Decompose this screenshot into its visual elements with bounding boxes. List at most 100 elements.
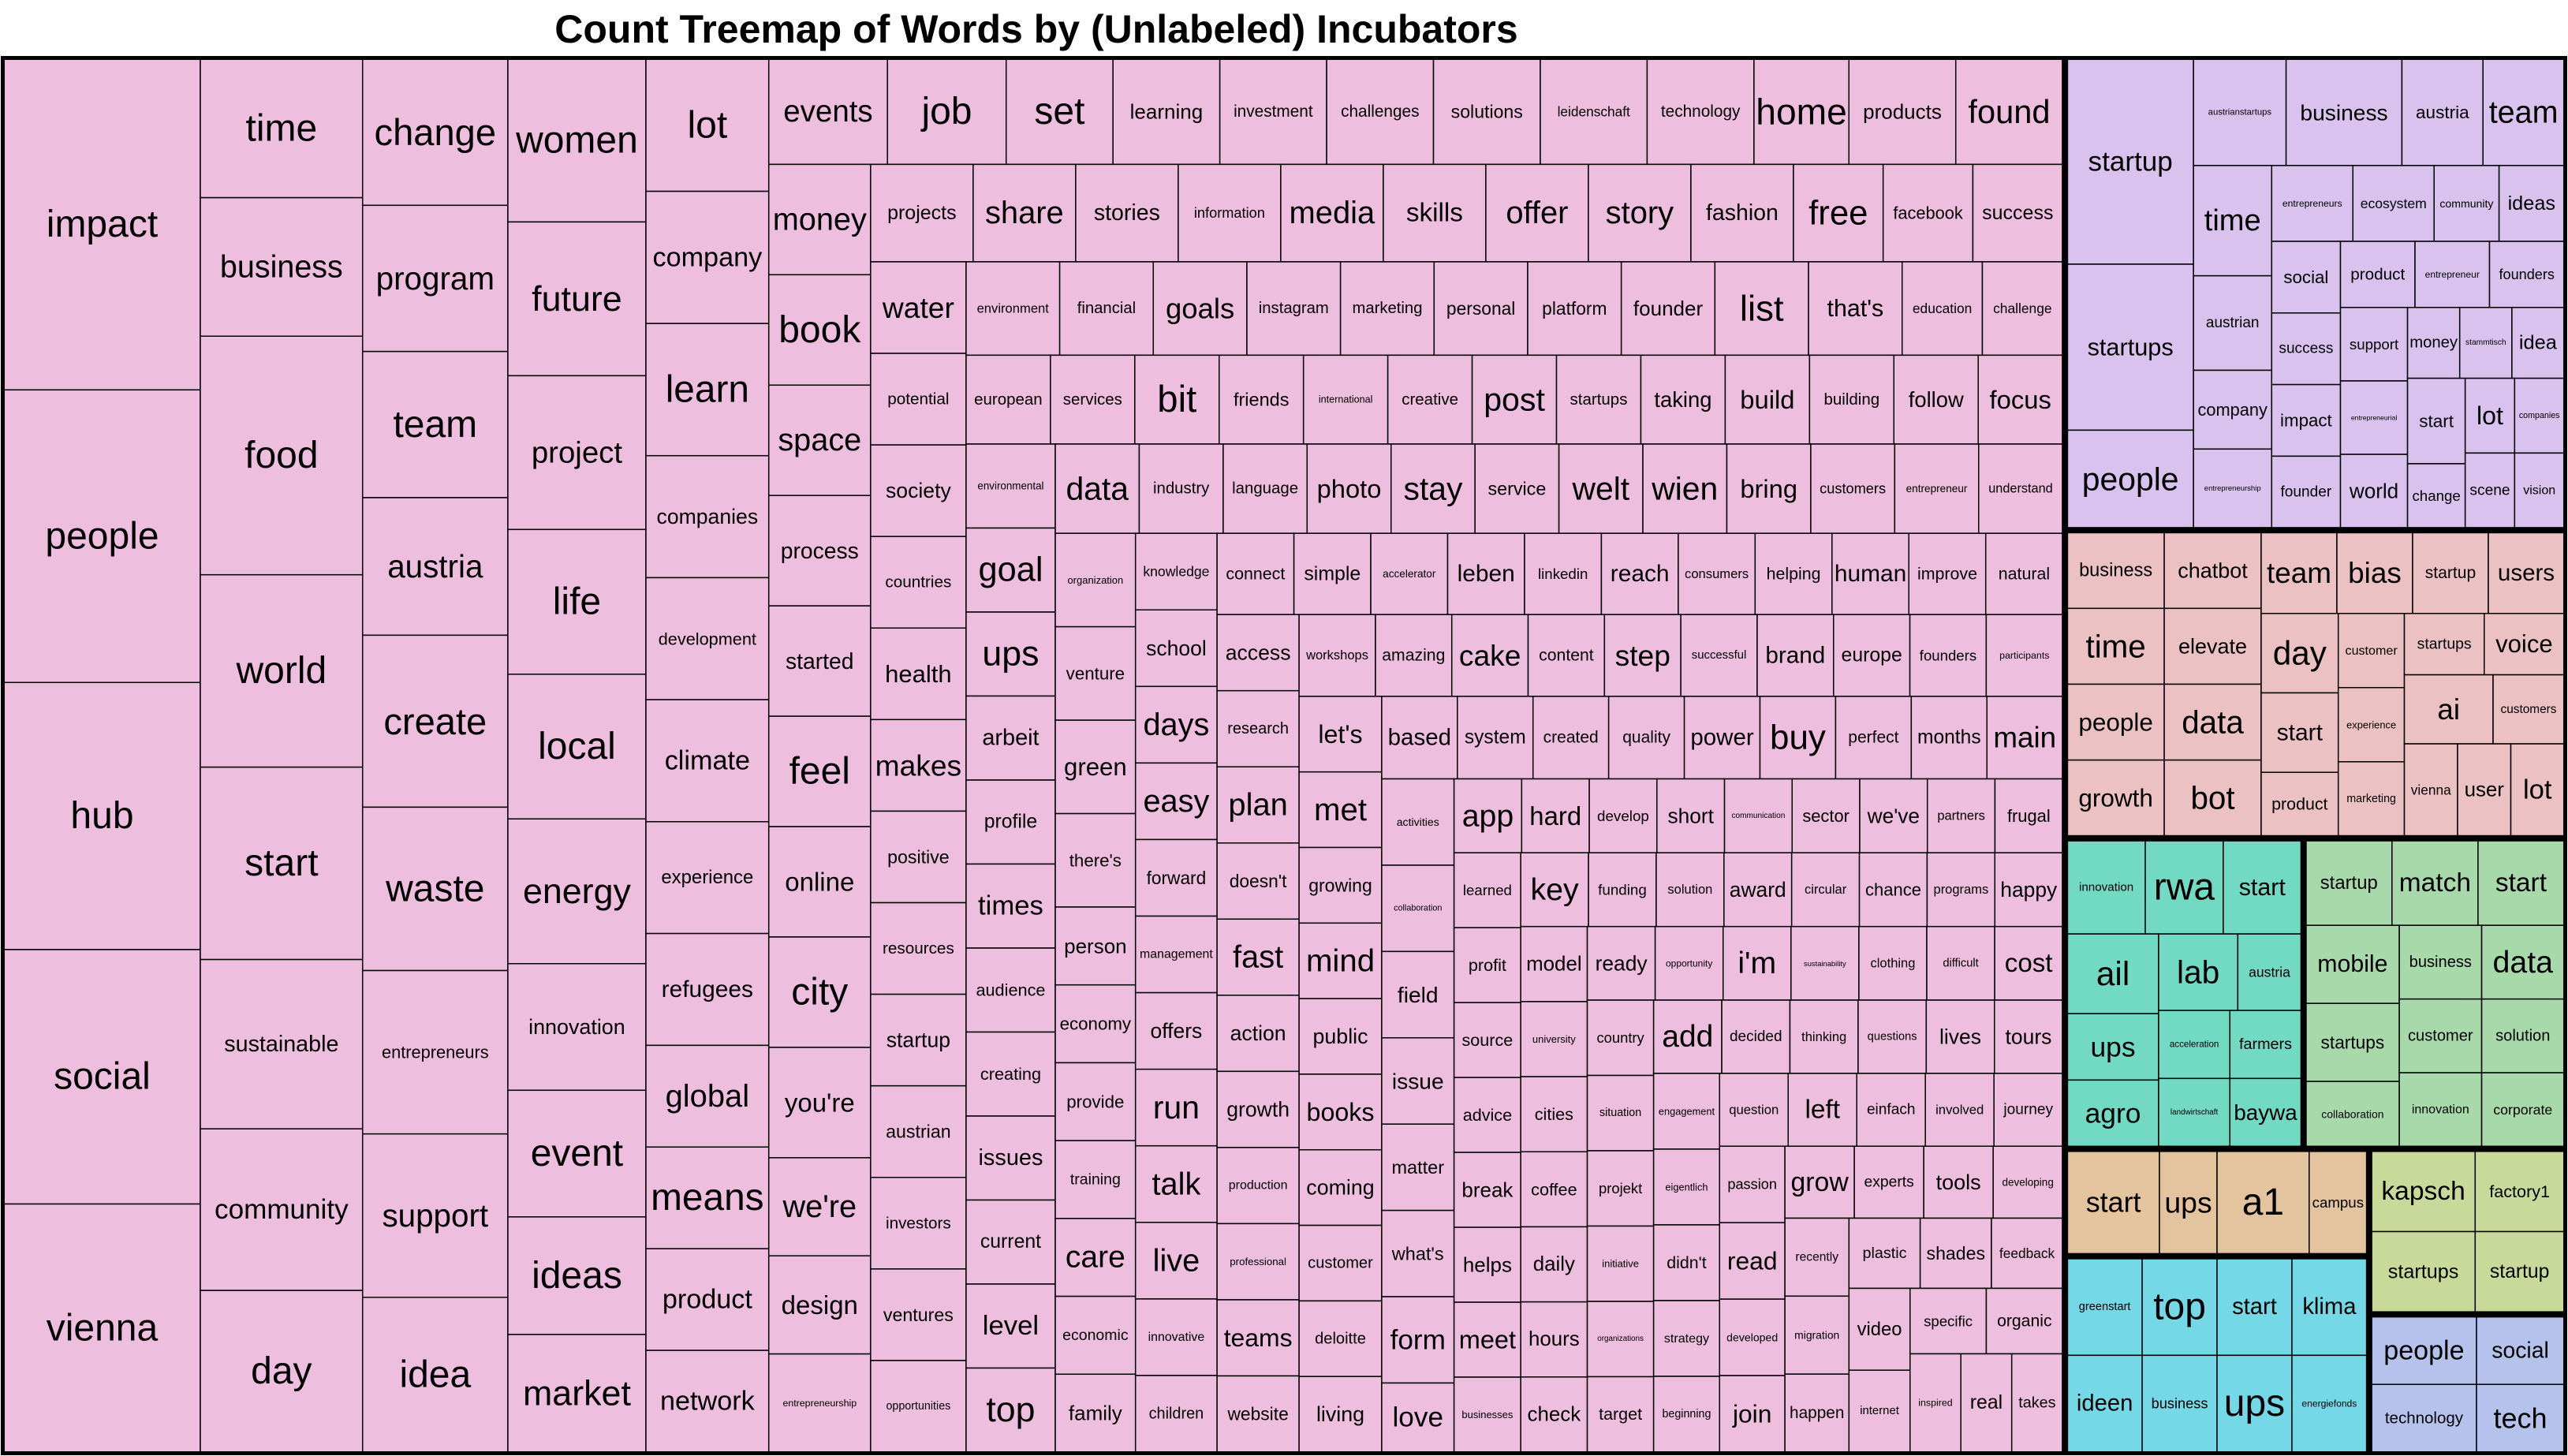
tile-label: plastic (1862, 1245, 1906, 1262)
tile-label: check (1528, 1403, 1581, 1425)
treemap-tile (1520, 852, 1589, 928)
treemap-tile (1298, 614, 1376, 697)
tile-label: beginning (1662, 1408, 1711, 1421)
treemap-tile (2158, 1010, 2231, 1080)
tile-label: leben (1458, 561, 1515, 587)
treemap-tile (767, 384, 872, 496)
tile-label: startups (2088, 334, 2174, 361)
treemap-tile (1848, 1287, 1911, 1371)
tile-label: bias (2348, 557, 2402, 589)
treemap-tile (1054, 532, 1137, 628)
tile-label: understand (1988, 482, 2052, 496)
treemap-tile (2229, 1077, 2302, 1148)
treemap-tile (1640, 354, 1726, 445)
treemap-tile (1054, 1218, 1137, 1297)
treemap-tile (1450, 614, 1529, 697)
tile-label: campus (2312, 1194, 2364, 1211)
tile-label: focus (1990, 385, 2051, 414)
tile-label: access (1226, 640, 1291, 664)
tile-label: circular (1805, 883, 1847, 897)
tile-label: product (663, 1285, 753, 1315)
treemap-tile (1994, 852, 2063, 928)
tile-label: business (2152, 1396, 2208, 1412)
tile-label: collaboration (1394, 904, 1442, 913)
tile-label: living (1316, 1402, 1364, 1426)
treemap-tile (2066, 1354, 2143, 1453)
tile-label: landwirtschaft (2170, 1108, 2219, 1117)
treemap-tile (361, 969, 509, 1135)
tile-label: money (773, 202, 867, 237)
tile-label: join (1732, 1400, 1772, 1428)
tile-label: brand (1765, 643, 1825, 669)
tile-label: means (651, 1177, 763, 1219)
treemap-tile (1054, 625, 1137, 721)
tile-label: start (2232, 1294, 2277, 1320)
tile-label: company (652, 242, 763, 272)
treemap-tile (965, 863, 1056, 949)
tile-label: resources (883, 939, 954, 958)
treemap-tile (1994, 778, 2063, 853)
treemap-tile (767, 715, 872, 827)
tile-label: top (986, 1391, 1035, 1429)
tile-label: stammtisch (2465, 338, 2506, 347)
tile-label: ail (2096, 955, 2129, 992)
tile-label: people (2078, 708, 2153, 737)
tile-label: profit (1469, 955, 1506, 975)
tile-label: family (1069, 1402, 1122, 1425)
tile-label: involved (1935, 1103, 1984, 1118)
treemap-tile (361, 806, 509, 972)
tile-label: tours (2006, 1025, 2052, 1048)
tile-label: online (785, 867, 854, 896)
treemap-tile (870, 810, 967, 904)
tile-label: local (538, 726, 616, 767)
tile-label: research (1227, 720, 1289, 737)
tile-label: developed (1726, 1331, 1778, 1344)
tile-label: global (666, 1079, 749, 1114)
tile-label: products (1863, 100, 1942, 124)
tile-label: idea (399, 1353, 471, 1395)
treemap-tile (200, 1128, 364, 1291)
tile-label: didn't (1667, 1253, 1707, 1272)
tile-label: list (1740, 289, 1784, 329)
treemap-tile (1926, 925, 1995, 1001)
tile-label: read (1727, 1247, 1778, 1275)
tile-label: coffee (1531, 1179, 1577, 1199)
treemap-tile (870, 627, 967, 721)
group-border (2064, 1255, 2370, 1455)
tile-label: fashion (1706, 200, 1779, 226)
tile-label: bit (1157, 379, 1196, 420)
treemap-tile (1882, 163, 1974, 263)
group-border (2368, 1313, 2567, 1456)
tile-label: einfach (1867, 1102, 1916, 1118)
treemap-tile (2484, 613, 2565, 676)
tile-label: projekt (1599, 1180, 1642, 1197)
tile-label: organizations (1597, 1335, 1644, 1343)
tile-label: amazing (1382, 647, 1445, 665)
tile-label: connect (1226, 565, 1285, 584)
tile-label: story (1606, 196, 1674, 230)
tile-label: target (1599, 1405, 1642, 1424)
treemap-tile (2488, 241, 2565, 308)
tile-label: solutions (1451, 102, 1523, 122)
treemap-tile (3, 949, 201, 1205)
tile-label: there's (1069, 850, 1122, 870)
tile-label: provide (1066, 1092, 1124, 1111)
tile-label: team (393, 404, 477, 446)
tile-label: question (1729, 1103, 1779, 1118)
tile-label: form (1390, 1324, 1446, 1355)
treemap-tile (645, 1350, 770, 1453)
tile-label: ideen (2077, 1391, 2133, 1417)
treemap-tile (1298, 1148, 1383, 1226)
tile-label: workshops (1305, 648, 1368, 663)
tile-label: specific (1924, 1312, 1973, 1329)
treemap-tile (1112, 58, 1221, 166)
treemap-tile (2271, 455, 2342, 528)
treemap-tile (2480, 1072, 2565, 1148)
tile-label: lot (2523, 775, 2552, 805)
tile-label: free (1808, 194, 1868, 233)
tile-label: data (1066, 471, 1129, 507)
tile-label: agro (2085, 1097, 2141, 1129)
tile-label: entrepreneur (1906, 483, 1968, 495)
treemap-tile (965, 1115, 1056, 1201)
tile-label: people (2082, 461, 2179, 497)
